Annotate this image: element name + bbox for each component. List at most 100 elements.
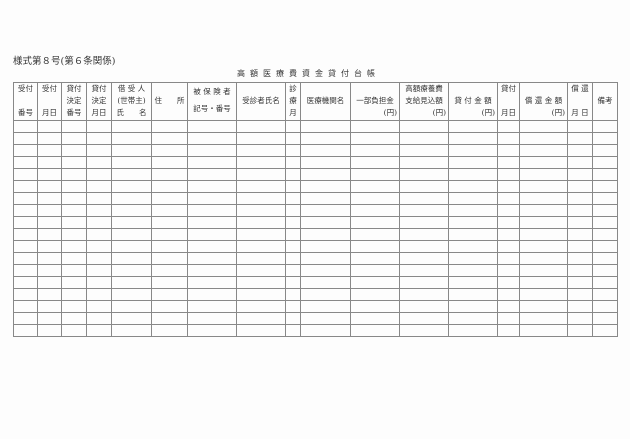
table-cell (448, 168, 498, 181)
table-cell (567, 192, 593, 205)
table-cell (497, 288, 520, 301)
table-cell (187, 216, 237, 229)
table-cell (497, 144, 520, 157)
table-cell (111, 204, 152, 217)
table-cell (86, 180, 112, 193)
table-cell (86, 252, 112, 265)
table-cell (236, 120, 286, 133)
table-cell (592, 324, 618, 337)
table-cell (236, 144, 286, 157)
table-cell (567, 228, 593, 241)
table-cell (285, 300, 301, 313)
table-cell (236, 168, 286, 181)
table-cell (350, 168, 400, 181)
table-cell (567, 132, 593, 145)
table-cell (399, 168, 449, 181)
table-cell (350, 228, 400, 241)
table-cell (567, 120, 593, 133)
table-cell (151, 252, 188, 265)
table-cell (285, 180, 301, 193)
table-cell (61, 156, 87, 169)
table-cell (86, 144, 112, 157)
table-cell (497, 180, 520, 193)
table-cell (151, 132, 188, 145)
table-cell (519, 132, 568, 145)
table-cell (13, 324, 38, 337)
table-cell (497, 120, 520, 133)
table-cell (285, 144, 301, 157)
table-cell (37, 168, 62, 181)
table-cell (86, 264, 112, 277)
table-cell (350, 204, 400, 217)
table-row (13, 216, 618, 229)
table-cell (111, 156, 152, 169)
table-cell (448, 252, 498, 265)
header-loan-date: 貸付 月日 (497, 82, 520, 121)
table-cell (236, 300, 286, 313)
table-cell (285, 276, 301, 289)
table-cell (187, 264, 237, 277)
table-cell (37, 156, 62, 169)
table-cell (285, 312, 301, 325)
table-cell (151, 216, 188, 229)
table-cell (519, 276, 568, 289)
table-cell (350, 216, 400, 229)
table-row (13, 240, 618, 253)
table-cell (285, 228, 301, 241)
table-cell (187, 228, 237, 241)
table-cell (37, 228, 62, 241)
ledger-body (13, 120, 618, 337)
table-cell (399, 204, 449, 217)
header-address: 住 所 (151, 82, 188, 121)
table-cell (236, 288, 286, 301)
table-cell (151, 168, 188, 181)
table-cell (448, 132, 498, 145)
table-cell (519, 144, 568, 157)
table-cell (350, 264, 400, 277)
table-cell (519, 180, 568, 193)
table-cell (61, 288, 87, 301)
table-cell (151, 288, 188, 301)
table-cell (300, 312, 351, 325)
table-cell (519, 240, 568, 253)
table-row (13, 180, 618, 193)
table-cell (37, 144, 62, 157)
table-cell (111, 252, 152, 265)
table-row (13, 204, 618, 217)
table-cell (519, 300, 568, 313)
table-cell (497, 228, 520, 241)
table-cell (111, 180, 152, 193)
table-cell (399, 156, 449, 169)
table-cell (187, 300, 237, 313)
table-cell (236, 264, 286, 277)
table-row (13, 252, 618, 265)
table-cell (13, 228, 38, 241)
table-cell (86, 288, 112, 301)
header-reception-number: 受付 番号 (13, 82, 38, 121)
table-cell (567, 276, 593, 289)
table-cell (567, 156, 593, 169)
table-cell (61, 204, 87, 217)
table-cell (519, 192, 568, 205)
table-cell (151, 276, 188, 289)
table-cell (592, 288, 618, 301)
table-cell (37, 132, 62, 145)
table-cell (519, 288, 568, 301)
table-cell (567, 204, 593, 217)
table-cell (497, 300, 520, 313)
table-row (13, 168, 618, 181)
table-cell (187, 312, 237, 325)
table-cell (151, 324, 188, 337)
table-cell (497, 216, 520, 229)
table-cell (497, 132, 520, 145)
table-cell (86, 240, 112, 253)
table-cell (350, 144, 400, 157)
table-cell (300, 204, 351, 217)
table-cell (61, 252, 87, 265)
table-cell (497, 204, 520, 217)
header-loan-decision-date: 貸付 決定 月日 (86, 82, 112, 121)
table-cell (399, 180, 449, 193)
table-cell (519, 312, 568, 325)
table-cell (61, 120, 87, 133)
table-cell (448, 288, 498, 301)
